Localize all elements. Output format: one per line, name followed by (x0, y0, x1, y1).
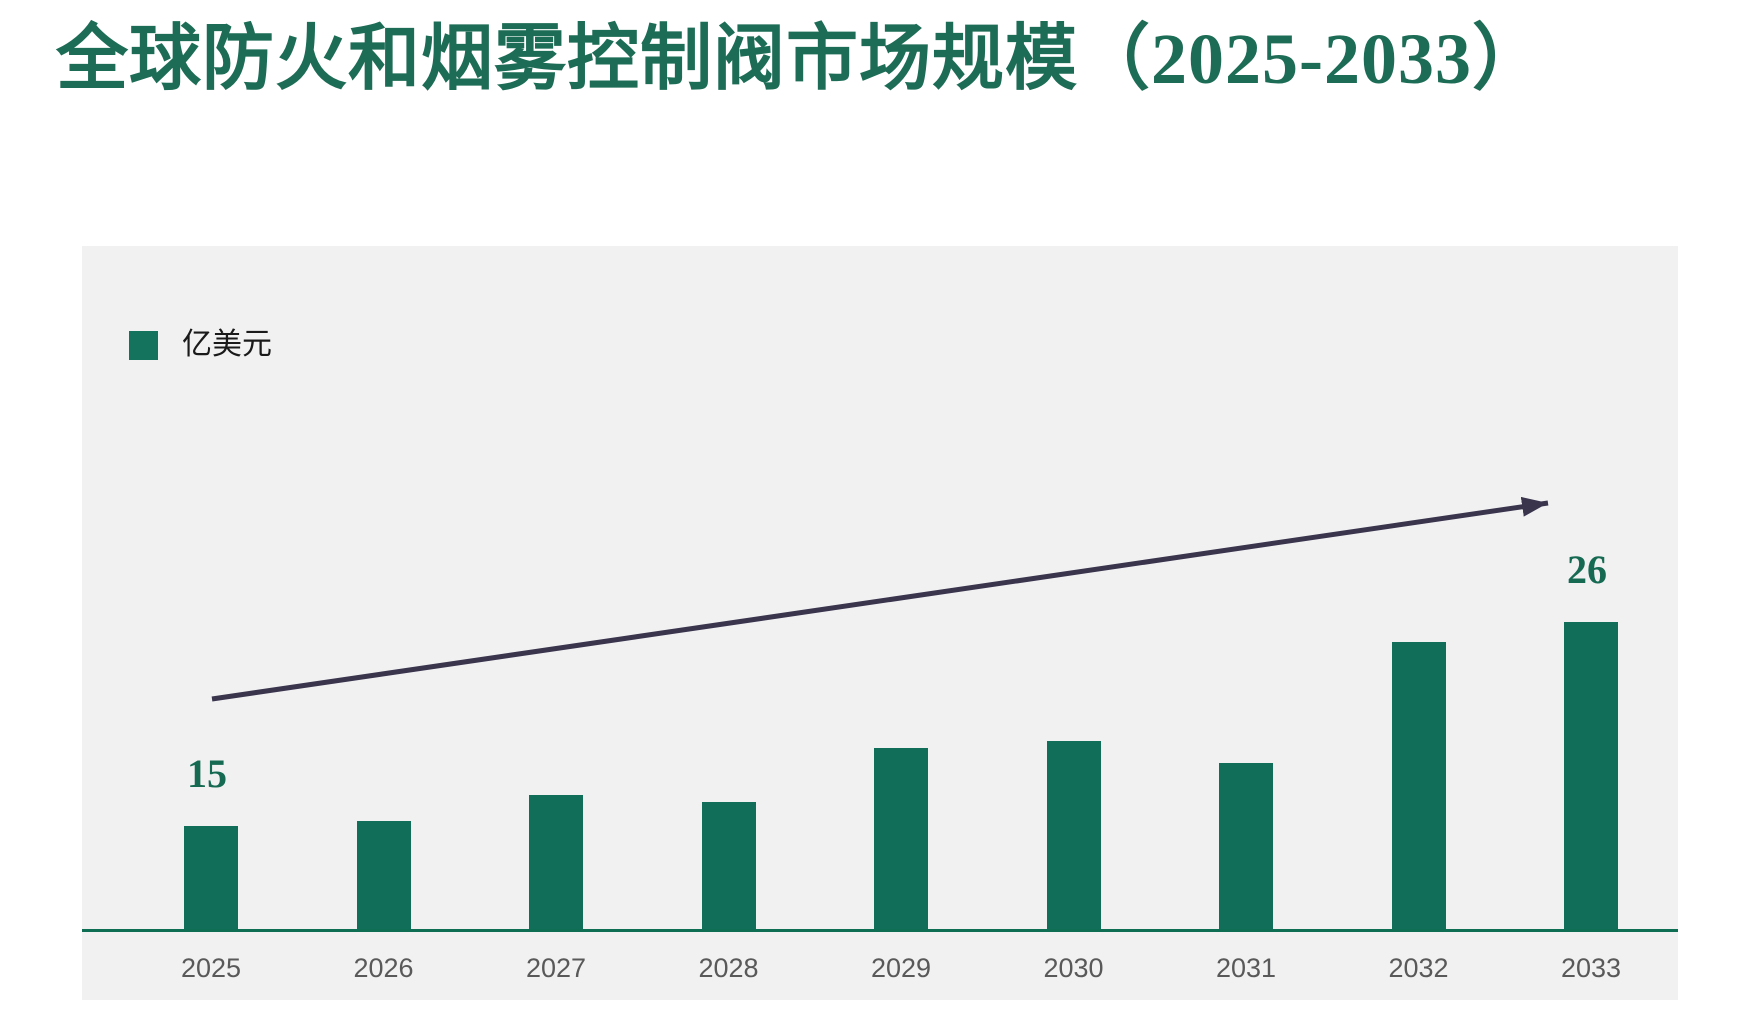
x-tick-2033: 2033 (1560, 953, 1622, 983)
chart-title: 全球防火和烟雾控制阀市场规模（2025-2033） (56, 19, 1545, 99)
bar-value-label-2033: 26 (1567, 547, 1607, 592)
x-tick-2031: 2031 (1215, 953, 1277, 983)
legend-label: 亿美元 (182, 328, 272, 361)
bar-2028 (701, 802, 756, 930)
legend-swatch-icon (129, 330, 158, 360)
chart-panel: 亿美元 2025 15 2026 2027 2028 2029 2030 2031 2032 20… (82, 246, 1678, 1000)
bar-2026 (356, 821, 411, 930)
legend: 亿美元 (129, 330, 272, 360)
x-tick-2029: 2029 (870, 953, 932, 983)
bar-2033 (1564, 622, 1618, 930)
x-tick-2028: 2028 (698, 953, 759, 983)
bar-2025 (184, 826, 238, 930)
x-tick-2025: 2025 (180, 953, 242, 983)
x-tick-2026: 2026 (353, 953, 414, 983)
bar-2032 (1391, 642, 1446, 930)
x-tick-2030: 2030 (1043, 953, 1104, 983)
bar-2031 (1219, 763, 1273, 930)
bar-2027 (529, 795, 583, 930)
bar-2030 (1046, 741, 1101, 930)
x-tick-2032: 2032 (1388, 953, 1449, 983)
x-tick-2027: 2027 (525, 953, 587, 983)
x-axis-line (82, 929, 1678, 932)
bar-value-label-2025: 15 (187, 751, 227, 796)
bar-2029 (874, 748, 928, 930)
